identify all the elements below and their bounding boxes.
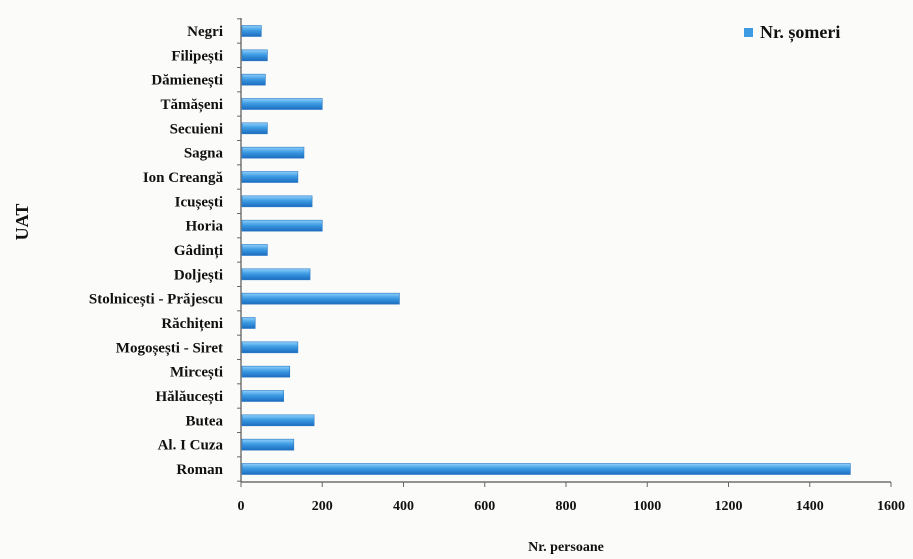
x-tick-label: 1200 <box>715 499 743 514</box>
bar <box>241 171 299 183</box>
category-labels: Negri Filipești Dămienești Tămășeni Secuieni… <box>89 24 224 478</box>
x-tick-label: 1600 <box>877 499 905 514</box>
category-label: Răchițeni <box>161 316 223 332</box>
x-tick-label: 0 <box>238 499 245 514</box>
bar <box>241 25 262 37</box>
category-label: Mircești <box>170 365 223 381</box>
category-label: Tămășeni <box>160 97 223 113</box>
x-tick-label: 400 <box>393 499 414 514</box>
bar <box>241 268 311 281</box>
category-label: Gâdinți <box>174 243 223 259</box>
bars <box>241 25 851 475</box>
x-tick-label: 800 <box>556 499 577 514</box>
category-label: Horia <box>186 219 224 235</box>
bar <box>241 317 256 329</box>
x-tick-label: 600 <box>474 499 495 514</box>
bar <box>241 219 323 232</box>
category-label: Secuieni <box>170 121 223 137</box>
category-label: Al. I Cuza <box>158 438 224 454</box>
bar <box>241 292 400 305</box>
bar <box>241 365 291 378</box>
category-label: Mogoșești - Siret <box>116 340 223 356</box>
category-label: Doljești <box>174 267 223 283</box>
bar <box>241 438 295 451</box>
legend-swatch <box>744 28 753 37</box>
axes <box>237 18 892 487</box>
x-tick-label: 1000 <box>633 499 661 514</box>
category-label: Negri <box>187 24 223 40</box>
legend-label: Nr. șomeri <box>760 22 840 43</box>
x-tick-labels: 0 200 400 600 800 1000 1200 1400 1600 <box>238 499 906 514</box>
legend: Nr. șomeri <box>744 22 840 43</box>
category-label: Ion Creangă <box>143 170 224 186</box>
category-label: Roman <box>176 462 223 478</box>
category-label: Filipești <box>171 48 223 64</box>
bar <box>241 98 323 110</box>
category-label: Sagna <box>184 146 224 162</box>
bar <box>241 146 305 159</box>
x-axis-title: Nr. persoane <box>528 540 604 554</box>
bar <box>241 49 268 62</box>
x-tick-label: 1400 <box>796 499 824 514</box>
bar <box>241 195 313 208</box>
bar <box>241 122 268 135</box>
bar <box>241 341 299 354</box>
category-label: Hălăucești <box>156 389 224 405</box>
y-axis-title: UAT <box>12 204 32 241</box>
bar <box>241 73 266 86</box>
category-label: Stolnicești - Prăjescu <box>89 292 223 308</box>
x-tick-label: 200 <box>312 499 333 514</box>
category-label: Dămienești <box>151 73 223 89</box>
category-label: Icușești <box>175 194 223 210</box>
bar <box>241 244 268 256</box>
bar <box>241 414 315 427</box>
bar <box>241 390 284 402</box>
category-label: Butea <box>186 413 224 429</box>
bar <box>241 463 851 475</box>
